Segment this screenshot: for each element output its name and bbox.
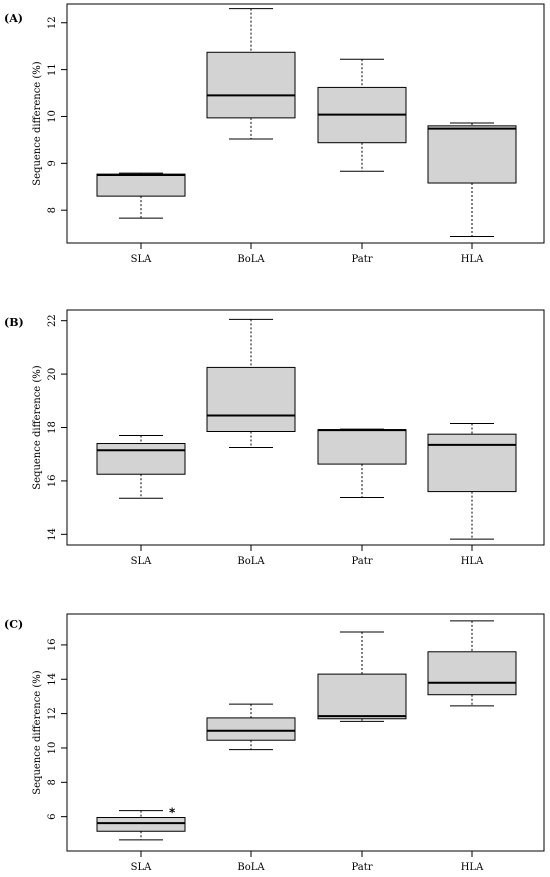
plot-frame (66, 613, 545, 852)
iqr-box (317, 429, 407, 465)
x-tick-label: BoLA (237, 862, 265, 872)
x-tick-label: Patr (351, 556, 372, 567)
y-axis-label: Sequence difference (%) (32, 61, 43, 186)
x-tick-label: Patr (351, 862, 372, 872)
box-bola (206, 318, 296, 449)
iqr-box (96, 817, 186, 832)
box-hla (427, 122, 517, 237)
iqr-box (317, 673, 407, 720)
panel-2: (B) 14 16 18 20 22 Sequence difference (%) SLA B… (4, 309, 545, 567)
plot-frame (66, 3, 545, 244)
panel-label: (B) (4, 316, 24, 329)
y-tick-label: 8 (47, 207, 58, 213)
box-patr (317, 631, 407, 722)
box-patr (317, 58, 407, 172)
panel-label: (C) (4, 618, 23, 631)
significance-asterisk: * (169, 806, 176, 820)
y-tick-label: 10 (47, 742, 58, 755)
y-tick-label: 6 (47, 813, 58, 819)
box-sla (96, 810, 186, 841)
x-tick-label: HLA (461, 254, 484, 265)
y-tick-label: 20 (47, 368, 58, 381)
x-tick-label: SLA (131, 862, 152, 872)
box-sla (96, 172, 186, 219)
y-tick-label: 10 (47, 110, 58, 123)
iqr-box (96, 443, 186, 475)
y-tick-label: 12 (47, 16, 58, 29)
box-sla (96, 435, 186, 499)
x-tick-label: BoLA (237, 254, 265, 265)
panel-1: (A) 8 9 10 11 12 Sequence difference (%) SLA BoL… (4, 3, 545, 265)
iqr-box (427, 651, 517, 696)
panel-3: (C) 6 8 10 12 14 16 Sequence difference (%) SLA B… (4, 613, 545, 873)
y-tick-label: 11 (47, 63, 58, 76)
y-tick-label: 16 (47, 639, 58, 652)
box-bola (206, 703, 296, 751)
x-tick-label: SLA (131, 254, 152, 265)
y-tick-label: 14 (47, 528, 58, 541)
x-tick-label: SLA (131, 556, 152, 567)
x-tick-label: BoLA (237, 556, 265, 567)
y-axis-label: Sequence difference (%) (32, 365, 43, 490)
y-tick-label: 18 (47, 421, 58, 434)
y-tick-label: 8 (47, 779, 58, 785)
iqr-box (206, 717, 296, 741)
x-tick-label: HLA (461, 862, 484, 872)
iqr-box (206, 51, 296, 119)
y-tick-label: 22 (47, 314, 58, 327)
iqr-box (427, 125, 517, 184)
y-tick-label: 14 (47, 673, 58, 686)
iqr-box (96, 173, 186, 197)
box-bola (206, 8, 296, 140)
y-tick-label: 16 (47, 475, 58, 488)
x-tick-label: HLA (461, 556, 484, 567)
box-patr (317, 428, 407, 498)
y-axis-label: Sequence difference (%) (32, 670, 43, 795)
y-tick-label: 9 (47, 160, 58, 166)
y-tick-label: 12 (47, 707, 58, 720)
box-hla (427, 422, 517, 540)
panel-label: (A) (4, 12, 23, 25)
x-tick-label: Patr (351, 254, 372, 265)
iqr-box (206, 366, 296, 433)
box-hla (427, 620, 517, 707)
iqr-box (427, 433, 517, 493)
